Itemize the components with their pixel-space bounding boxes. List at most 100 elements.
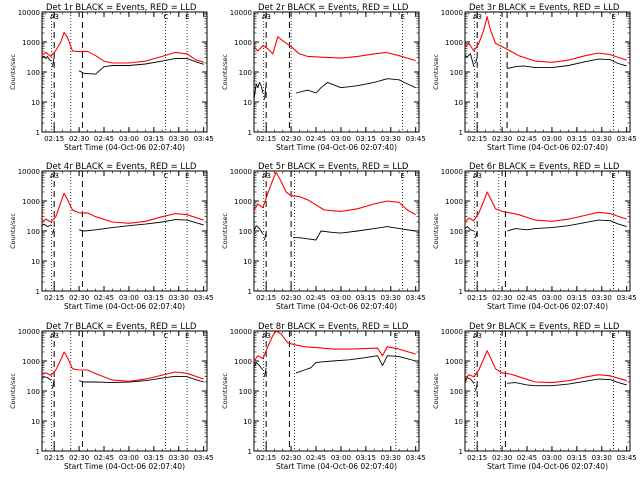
x-axis-label: Start Time (04-Oct-06 02:07:40) — [487, 143, 608, 152]
marker-label: E — [394, 332, 398, 340]
y-tick-label: 10 — [454, 258, 463, 266]
y-tick-label: 1 — [459, 288, 463, 296]
x-tick-label: 02:15 — [44, 294, 64, 302]
y-axis-label: Counts/sec — [432, 213, 440, 249]
x-tick-label: 03:45 — [194, 135, 214, 143]
y-tick-label: 10 — [243, 418, 252, 426]
events-series-line — [78, 219, 204, 232]
events-series-line — [41, 55, 52, 62]
x-tick-label: 02:30 — [492, 454, 512, 462]
events-series-line — [264, 232, 267, 241]
marker-label: C — [163, 13, 168, 21]
plot-frame — [253, 11, 420, 133]
chart-panel-8: Det 8r BLACK = Events, RED = LLD 1 10 100 10… — [221, 322, 426, 471]
lld-series-line — [253, 171, 416, 216]
y-tick-label: 10000 — [18, 168, 40, 176]
marker-label: E — [185, 13, 189, 21]
x-tick-label: 02:45 — [94, 454, 114, 462]
chart-title: Det 4r BLACK = Events, RED = LLD — [46, 162, 197, 172]
x-tick-label: 03:15 — [567, 294, 587, 302]
chart-title: Det 7r BLACK = Events, RED = LLD — [46, 322, 197, 332]
y-tick-label: 10 — [31, 99, 40, 107]
y-tick-label: 10000 — [230, 328, 252, 336]
x-tick-label: 02:15 — [256, 294, 276, 302]
events-series-line — [292, 226, 416, 241]
events-series-line — [41, 223, 52, 228]
marker-label: A3 — [262, 172, 271, 180]
chart-panel-2: Det 2r BLACK = Events, RED = LLD 1 10 100 10… — [221, 3, 426, 152]
events-series-line — [475, 230, 478, 238]
y-tick-label: 1000 — [445, 198, 463, 206]
events-series-line — [253, 225, 264, 235]
plot-frame — [41, 11, 208, 133]
x-tick-label: 03:15 — [567, 135, 587, 143]
x-tick-label: 02:45 — [306, 294, 326, 302]
x-axis-label: Start Time (04-Oct-06 02:07:40) — [276, 143, 397, 152]
x-tick-label: 02:30 — [69, 454, 89, 462]
chart-title: Det 6r BLACK = Events, RED = LLD — [469, 162, 620, 172]
y-tick-label: 10 — [454, 418, 463, 426]
events-series-line — [506, 219, 627, 232]
y-tick-label: 1000 — [445, 39, 463, 47]
chart-title: Det 1r BLACK = Events, RED = LLD — [46, 3, 197, 13]
x-tick-label: 03:00 — [542, 454, 562, 462]
events-series-line — [295, 355, 416, 374]
x-tick-label: 02:45 — [306, 454, 326, 462]
marker-label: A3 — [50, 172, 59, 180]
plot-frame — [41, 330, 208, 452]
y-axis-label: Counts/sec — [221, 54, 229, 90]
chart-title: Det 3r BLACK = Events, RED = LLD — [469, 3, 620, 13]
x-tick-label: 02:15 — [44, 135, 64, 143]
marker-label: E — [611, 332, 615, 340]
y-tick-label: 10 — [31, 418, 40, 426]
events-series-line — [464, 226, 475, 232]
y-axis-label: Counts/sec — [9, 213, 17, 249]
events-series-line — [253, 81, 264, 100]
x-tick-label: 03:15 — [144, 135, 164, 143]
y-tick-label: 10000 — [441, 9, 463, 17]
events-series-line — [52, 228, 55, 235]
chart-panel-5: Det 5r BLACK = Events, RED = LLD 1 10 100 10… — [221, 162, 426, 311]
marker-label: A3 — [473, 13, 482, 21]
x-tick-label: 03:00 — [542, 135, 562, 143]
x-tick-label: 02:45 — [517, 294, 537, 302]
y-tick-label: 1 — [459, 129, 463, 137]
marker-label: C — [163, 172, 168, 180]
x-axis-label: Start Time (04-Oct-06 02:07:40) — [487, 462, 608, 471]
x-tick-label: 03:45 — [406, 454, 426, 462]
x-tick-label: 03:30 — [381, 454, 401, 462]
x-tick-label: 03:30 — [381, 294, 401, 302]
x-axis-label: Start Time (04-Oct-06 02:07:40) — [276, 462, 397, 471]
events-series-line — [52, 379, 55, 389]
x-axis-label: Start Time (04-Oct-06 02:07:40) — [487, 302, 608, 311]
chart-panel-7: Det 7r BLACK = Events, RED = LLD 1 10 100 10… — [9, 322, 214, 471]
plot-frame — [253, 170, 420, 292]
marker-label: E — [400, 13, 404, 21]
chart-panel-6: Det 6r BLACK = Events, RED = LLD 1 10 100 10… — [432, 162, 637, 311]
x-tick-label: 03:45 — [617, 294, 637, 302]
chart-panel-9: Det 9r BLACK = Events, RED = LLD 1 10 100 10… — [432, 322, 637, 471]
lld-series-line — [41, 351, 204, 382]
x-tick-label: 02:15 — [256, 135, 276, 143]
plot-frame — [464, 170, 631, 292]
x-tick-label: 03:00 — [542, 294, 562, 302]
y-tick-label: 1 — [248, 129, 252, 137]
y-tick-label: 1000 — [22, 39, 40, 47]
plot-frame — [464, 330, 631, 452]
x-tick-label: 03:00 — [331, 294, 351, 302]
y-tick-label: 1000 — [445, 358, 463, 366]
events-series-line — [264, 367, 267, 377]
x-tick-label: 02:15 — [467, 294, 487, 302]
marker-label: A3 — [50, 13, 59, 21]
y-axis-label: Counts/sec — [221, 373, 229, 409]
y-tick-label: 100 — [450, 69, 463, 77]
x-axis-label: Start Time (04-Oct-06 02:07:40) — [276, 302, 397, 311]
marker-label: E — [611, 172, 615, 180]
x-tick-label: 03:30 — [169, 135, 189, 143]
x-tick-label: 02:15 — [44, 454, 64, 462]
x-tick-label: 03:30 — [592, 294, 612, 302]
plot-frame — [464, 11, 631, 133]
x-tick-label: 02:45 — [94, 294, 114, 302]
y-tick-label: 1000 — [22, 198, 40, 206]
x-tick-label: 02:15 — [467, 135, 487, 143]
